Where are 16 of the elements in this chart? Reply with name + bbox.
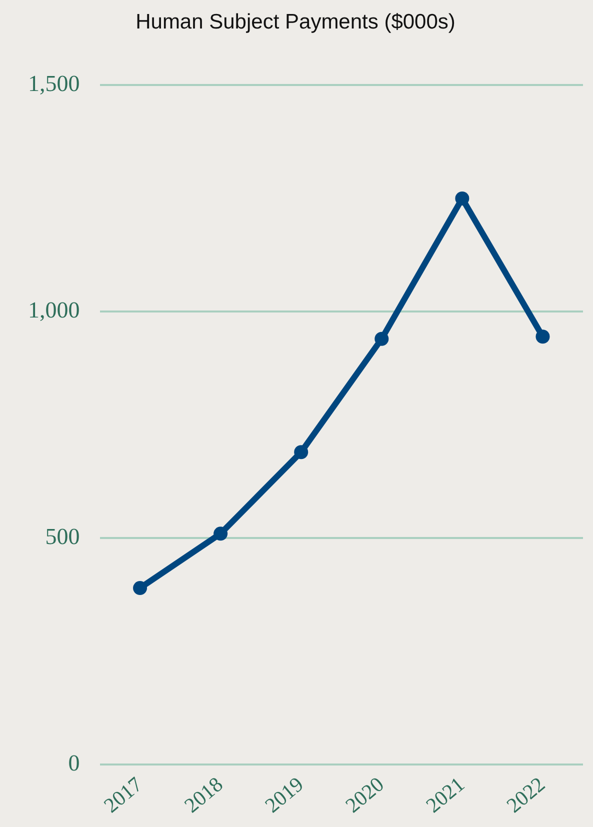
x-tick-label: 2020	[340, 772, 388, 818]
y-tick-label: 500	[45, 524, 80, 550]
y-tick-label: 0	[68, 750, 80, 776]
x-tick-label: 2018	[180, 772, 228, 818]
x-tick-label: 2022	[502, 772, 550, 818]
x-tick-label: 2021	[421, 772, 469, 818]
chart-title: Human Subject Payments ($000s)	[136, 10, 456, 34]
x-tick-label: 2019	[260, 772, 308, 818]
point	[214, 526, 228, 541]
point	[374, 332, 389, 346]
point	[133, 581, 148, 596]
point	[294, 445, 308, 460]
point	[455, 191, 470, 206]
y-tick-label: 1,500	[28, 71, 80, 96]
y-tick-label: 1,000	[28, 298, 80, 323]
point	[536, 330, 550, 344]
